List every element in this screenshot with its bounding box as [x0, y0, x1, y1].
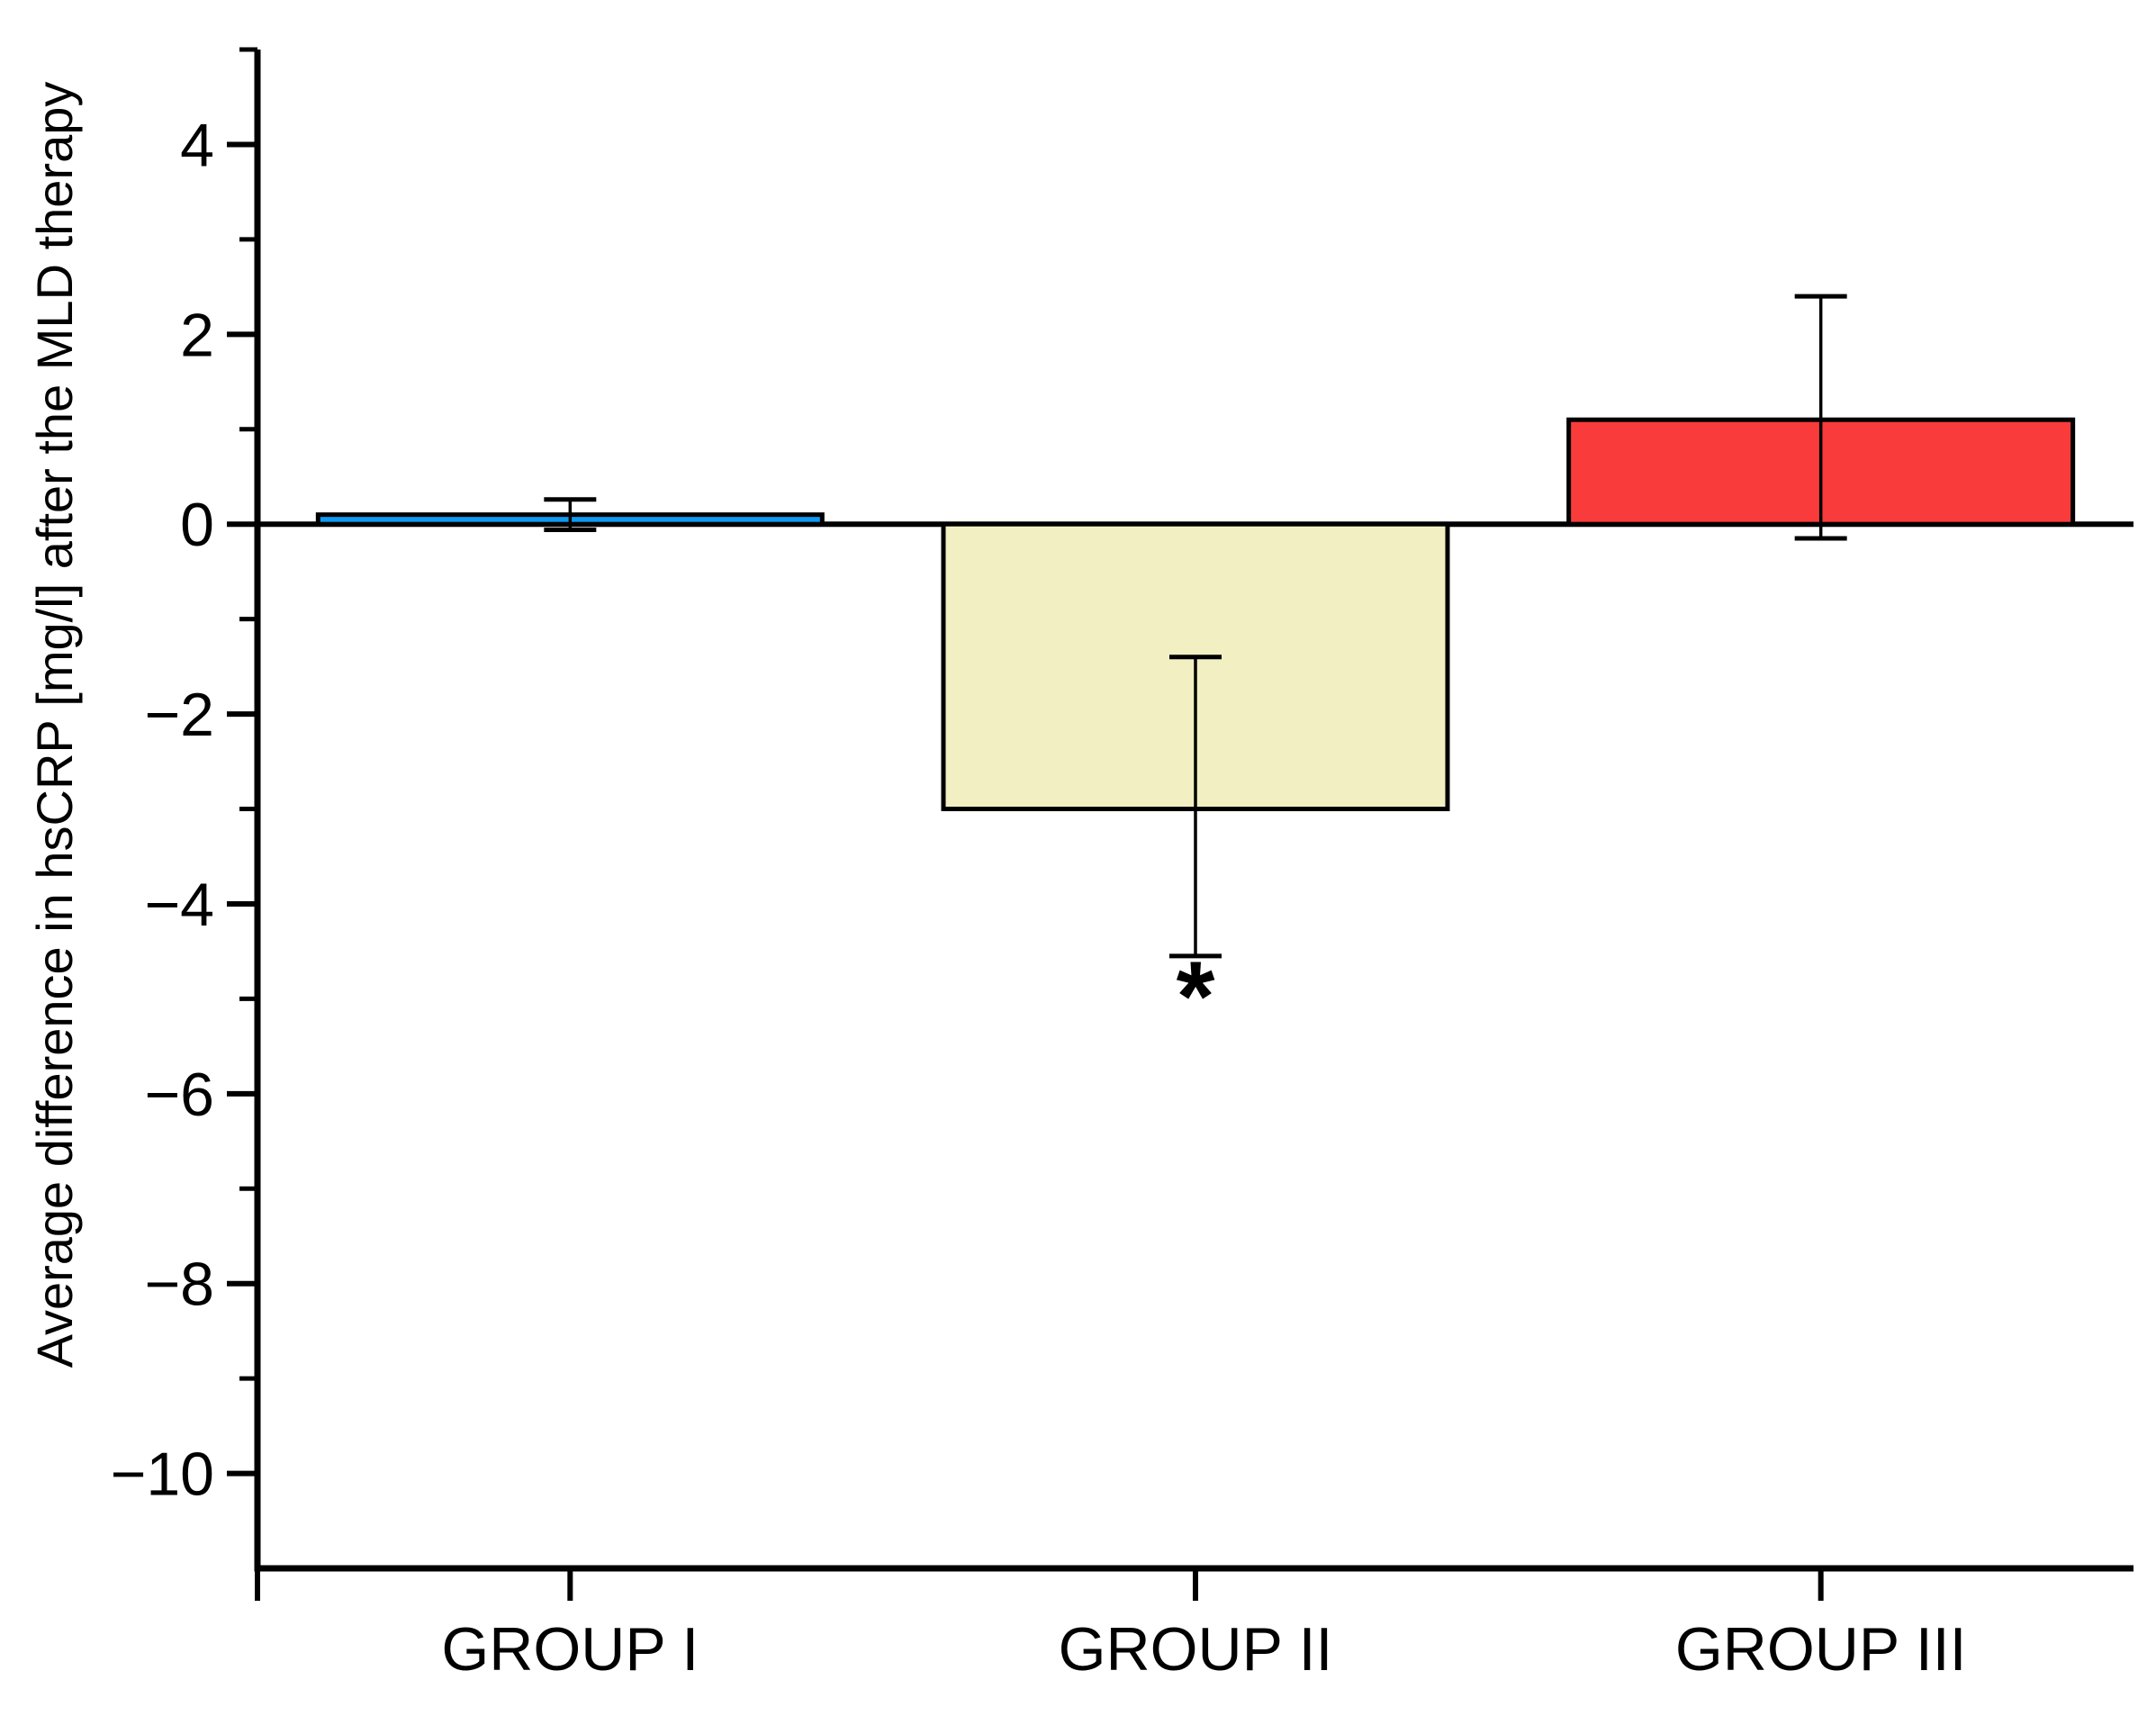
y-tick-label: −8 — [144, 1251, 214, 1319]
tick-labels-layer: 4 2 0 −2 −4 −6 −8 −10 GROUP I GROUP II GROUP III — [111, 111, 1967, 1684]
significance-asterisk: * — [1177, 942, 1215, 1052]
y-tick-label: −2 — [144, 681, 214, 749]
error-bars-layer — [544, 294, 1847, 959]
y-tick-label: −10 — [111, 1441, 214, 1509]
y-tick-label: 4 — [180, 111, 214, 179]
x-category-label-group-iii: GROUP III — [1675, 1615, 1967, 1684]
y-tick-label: 2 — [180, 301, 214, 369]
annotations-layer: * — [1177, 942, 1215, 1052]
y-axis-title: Average difference in hsCRP [mg/l] after… — [26, 82, 83, 1368]
y-tick-label: −6 — [144, 1061, 214, 1129]
x-category-label-group-i: GROUP I — [441, 1615, 699, 1684]
ticks-layer — [227, 47, 1824, 1601]
x-category-label-group-ii: GROUP II — [1059, 1615, 1333, 1684]
y-tick-label: −4 — [144, 871, 214, 939]
y-tick-label: 0 — [180, 491, 214, 559]
